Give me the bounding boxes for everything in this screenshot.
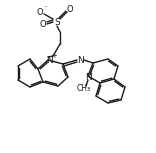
Text: N: N <box>77 56 83 65</box>
Text: N: N <box>46 56 52 65</box>
Text: N: N <box>85 73 91 82</box>
Text: +: + <box>51 53 57 59</box>
Text: S: S <box>54 17 60 26</box>
Text: O: O <box>67 4 73 13</box>
Text: ⁻: ⁻ <box>43 5 47 11</box>
Text: O: O <box>37 7 43 17</box>
Text: O: O <box>40 19 46 28</box>
Text: CH₃: CH₃ <box>77 84 91 93</box>
